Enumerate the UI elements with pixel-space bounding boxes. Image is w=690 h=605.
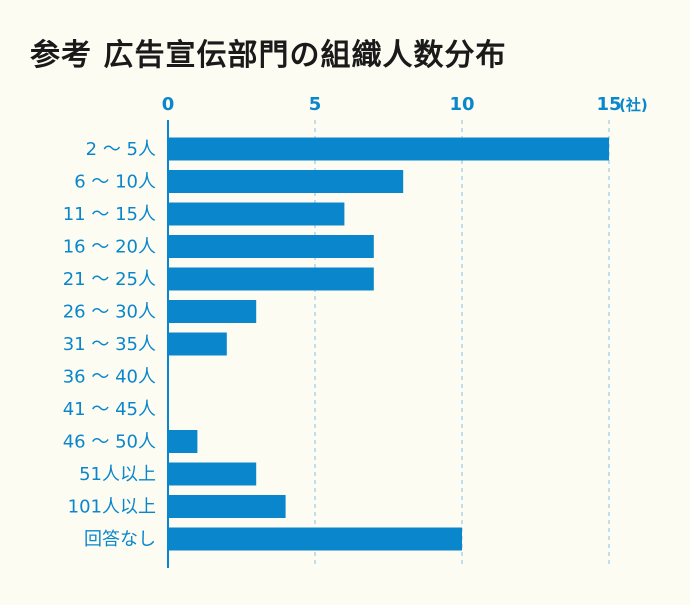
x-tick-label: 0 xyxy=(162,94,175,115)
category-label: 21 ～ 25人 xyxy=(63,269,156,290)
category-label: 26 ～ 30人 xyxy=(63,302,156,323)
category-label: 31 ～ 35人 xyxy=(63,334,156,355)
category-label: 51人以上 xyxy=(79,464,156,485)
category-label: 回答なし xyxy=(84,529,156,550)
category-label: 101人以上 xyxy=(68,497,156,518)
bar xyxy=(168,235,374,258)
x-tick-label: 5 xyxy=(309,94,322,115)
x-unit-label: (社) xyxy=(619,96,648,114)
category-label: 16 ～ 20人 xyxy=(63,237,156,258)
bar xyxy=(168,430,198,453)
x-tick-label: 15 xyxy=(596,94,621,115)
bar xyxy=(168,300,257,323)
bar xyxy=(168,495,286,518)
chart-title: 参考 広告宣伝部門の組織人数分布 xyxy=(30,38,507,73)
bar xyxy=(168,202,345,226)
category-label: 2 ～ 5人 xyxy=(86,139,156,160)
category-label: 41 ～ 45人 xyxy=(63,399,156,420)
category-label: 46 ～ 50人 xyxy=(63,432,156,453)
bar xyxy=(168,527,462,551)
bar xyxy=(168,332,227,356)
category-label: 36 ～ 40人 xyxy=(63,367,156,388)
bar xyxy=(168,170,404,193)
bar xyxy=(168,462,257,486)
x-tick-label: 10 xyxy=(449,94,474,115)
bar xyxy=(168,267,374,291)
category-label: 11 ～ 15人 xyxy=(63,204,156,225)
category-label: 6 ～ 10人 xyxy=(74,172,156,193)
bar xyxy=(168,137,609,161)
